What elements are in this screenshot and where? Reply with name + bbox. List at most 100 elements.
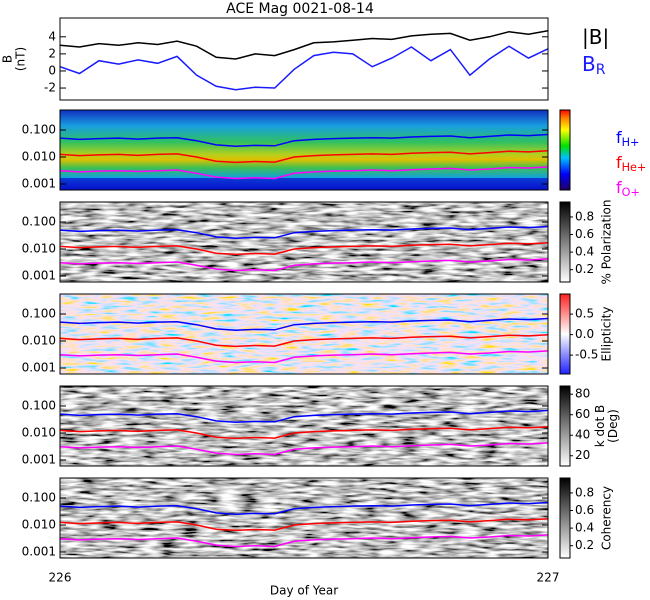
colorbar-tick-label: 0.8 — [575, 485, 594, 499]
colorbar-tick-label: 0.4 — [575, 521, 594, 535]
spectrogram — [60, 202, 548, 282]
colorbar-label: % Polarization — [600, 200, 614, 285]
colorbar-tick-label: 80 — [575, 387, 590, 401]
y-tick-label: 0.100 — [22, 122, 56, 136]
y-axis-label: B — [1, 55, 15, 63]
colorbar — [559, 201, 571, 283]
lines — [60, 133, 548, 180]
plot-frame — [59, 201, 549, 283]
lines — [60, 317, 548, 364]
y-tick-label: -2 — [44, 81, 56, 95]
x-tick-label: 226 — [49, 571, 72, 585]
data-line — [60, 242, 548, 256]
spectrogram-band — [60, 178, 548, 190]
colorbar-tick-label: -0.5 — [575, 348, 598, 362]
data-line — [60, 334, 548, 348]
data-line — [60, 30, 548, 60]
y-tick-label: 0.001 — [22, 177, 56, 191]
y-tick-label: 0.100 — [22, 306, 56, 320]
data-line — [60, 166, 548, 180]
plot-frame — [59, 385, 549, 467]
colorbar-tick-label: 40 — [575, 428, 590, 442]
colorbar-tick-label: 0.5 — [575, 307, 594, 321]
legend-subscript: O+ — [622, 186, 640, 199]
legend-subscript: R — [596, 62, 606, 78]
legend-label: |B| — [582, 25, 609, 49]
lines — [60, 225, 548, 272]
legend-name: B — [582, 52, 596, 76]
data-line — [60, 442, 548, 456]
y-tick-label: 0.010 — [22, 242, 56, 256]
colorbar-tick-label: 0.6 — [575, 227, 594, 241]
colorbar-tick-label: 0.6 — [575, 503, 594, 517]
data-line — [60, 225, 548, 240]
data-line — [60, 133, 548, 148]
data-line — [60, 45, 548, 91]
y-tick-label: 0.001 — [22, 545, 56, 559]
lines — [60, 30, 548, 91]
colorbar-label: Ellipticity — [600, 307, 614, 362]
legend-label: fH+ — [616, 128, 639, 150]
colorbar-tick-label: 0.4 — [575, 245, 594, 259]
legend-name: f — [616, 128, 622, 147]
data-line — [60, 350, 548, 364]
colorbar-tick-label: 0.2 — [575, 262, 594, 276]
colorbar — [559, 477, 571, 559]
legend-label: fHe+ — [616, 153, 646, 175]
y-tick-label: 0.010 — [22, 150, 56, 164]
y-tick-label: 0.010 — [22, 426, 56, 440]
legend-label: BR — [582, 52, 606, 79]
data-line — [60, 518, 548, 532]
y-tick-label: 0.001 — [22, 269, 56, 283]
spectrogram — [60, 478, 548, 558]
data-line — [60, 317, 548, 332]
plot-frame — [59, 477, 549, 559]
colorbar-tick-label: 0.2 — [575, 538, 594, 552]
data-line — [60, 501, 548, 516]
data-line — [60, 426, 548, 440]
lines — [60, 501, 548, 548]
lines — [60, 409, 548, 456]
data-line — [60, 258, 548, 272]
data-line — [60, 409, 548, 424]
colorbar-tick-label: 0.8 — [575, 209, 594, 223]
colorbar-label: k dot B — [593, 405, 607, 447]
spectrogram — [60, 386, 548, 466]
y-tick-label: 0.100 — [22, 214, 56, 228]
data-line — [60, 150, 548, 164]
legend-name: f — [616, 178, 622, 197]
y-tick-label: 4 — [48, 29, 56, 43]
plot-frame — [59, 293, 549, 375]
y-tick-label: 0 — [48, 63, 56, 77]
colorbar-tick-label: 20 — [575, 448, 590, 462]
legend-subscript: H+ — [622, 136, 640, 149]
colorbar — [559, 293, 571, 375]
y-tick-label: 2 — [48, 46, 56, 60]
y-tick-label: 0.100 — [22, 490, 56, 504]
x-axis-label: Day of Year — [270, 584, 338, 598]
legend-name: |B| — [582, 25, 609, 49]
spectrogram — [60, 110, 548, 190]
y-tick-label: 0.010 — [22, 334, 56, 348]
spectrogram — [60, 294, 548, 374]
data-line — [60, 534, 548, 548]
legend-label: fO+ — [616, 178, 640, 200]
plot-frame — [59, 17, 549, 101]
x-tick-label: 227 — [537, 571, 560, 585]
y-tick-label: 0.001 — [22, 361, 56, 375]
colorbar-tick-label: 60 — [575, 407, 590, 421]
plot-frame — [59, 109, 549, 191]
legend-subscript: He+ — [622, 161, 647, 174]
y-tick-label: 0.100 — [22, 398, 56, 412]
y-tick-label: 0.010 — [22, 518, 56, 532]
legend-name: f — [616, 153, 622, 172]
colorbar-label: (Deg) — [606, 409, 620, 443]
colorbar — [559, 385, 571, 467]
colorbar — [559, 109, 571, 191]
chart-title: ACE Mag 0021-08-14 — [226, 1, 374, 17]
y-tick-label: 0.001 — [22, 453, 56, 467]
y-axis-label: (nT) — [14, 47, 28, 71]
colorbar-label: Coherency — [600, 486, 614, 550]
colorbar-tick-label: 0.0 — [575, 327, 594, 341]
